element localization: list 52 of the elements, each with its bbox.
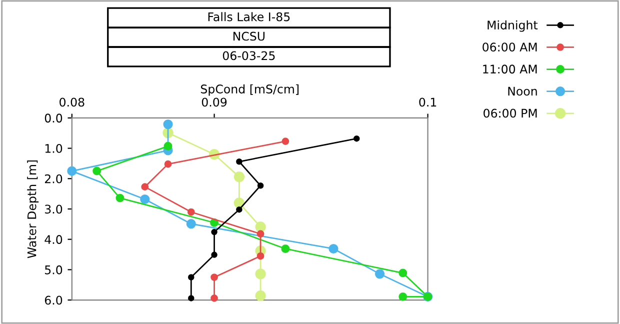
y-tick-label: 0.0 [44, 114, 62, 123]
point [255, 268, 266, 280]
legend-label: Noon [508, 86, 537, 96]
point [211, 228, 218, 236]
x-tick-label: 0.1 [419, 98, 436, 107]
point [188, 295, 194, 302]
point [236, 158, 242, 165]
point [116, 194, 124, 202]
point [398, 292, 408, 301]
point [281, 244, 290, 253]
point [236, 206, 242, 213]
y-tick-label: 6.0 [44, 296, 62, 305]
chart-subtitle: NCSU [233, 32, 265, 41]
x-tick-label: 0.09 [202, 98, 227, 107]
y-tick-label: 4.0 [44, 235, 62, 244]
point [188, 274, 194, 280]
y-tick-label: 5.0 [45, 265, 62, 274]
point [328, 244, 338, 254]
legend-label: 11:00 AM [483, 64, 537, 74]
point [163, 120, 173, 130]
point [140, 194, 150, 204]
point [256, 252, 264, 260]
point [186, 219, 196, 229]
point [257, 182, 264, 189]
legend-label: 06:00 AM [482, 42, 537, 52]
text: 06-03-25 [222, 51, 275, 60]
chart-title: Falls Lake I-85 [208, 12, 290, 22]
point [374, 269, 385, 279]
legend-label: 06:00 PM [484, 108, 537, 118]
point [255, 290, 266, 302]
point [282, 138, 290, 145]
point [211, 252, 218, 258]
point [141, 183, 149, 191]
point [255, 222, 266, 232]
point [210, 294, 218, 302]
point [256, 230, 264, 238]
y-tick-label: 3.0 [45, 204, 62, 214]
y-tick-label: 1.0 [45, 144, 62, 153]
point [164, 142, 172, 150]
point [187, 208, 195, 216]
point [354, 135, 360, 142]
x-axis-title: SpCond [mS/cm] [200, 84, 299, 96]
point [67, 166, 77, 176]
legend-label: Midnight [488, 20, 538, 32]
x-tick-label: 0.08 [60, 98, 84, 107]
point [164, 160, 172, 168]
point [92, 166, 102, 176]
point [398, 268, 408, 278]
point [234, 171, 245, 182]
point [210, 274, 218, 281]
y-axis-title: Water Depth [m] [27, 160, 39, 258]
y-tick-label: 2.0 [44, 174, 62, 184]
